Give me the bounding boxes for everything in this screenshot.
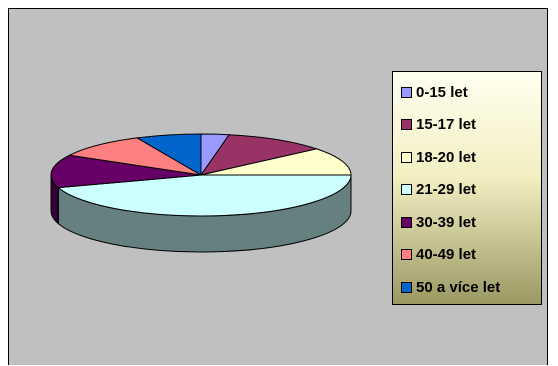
chart-area: 0-15 let 15-17 let 18-20 let 21-29 let 30-39… (8, 8, 548, 365)
legend-item: 40-49 let (401, 245, 476, 265)
legend-swatch (401, 281, 412, 293)
pie-slice-21-29-let (57, 174, 352, 217)
legend-item: 30-39 let (401, 212, 476, 232)
legend-item: 21-29 let (401, 180, 476, 200)
legend: 0-15 let 15-17 let 18-20 let 21-29 let 30-39… (392, 71, 542, 305)
legend-item: 18-20 let (401, 147, 476, 167)
legend-item: 0-15 let (401, 82, 468, 102)
pie-chart (50, 133, 352, 253)
pie-slice-18-20-let (200, 148, 352, 176)
legend-label: 21-29 let (416, 181, 477, 198)
pie-slice-15-17-let (199, 134, 319, 176)
legend-item: 15-17 let (401, 115, 476, 135)
legend-label: 40-49 let (416, 246, 477, 263)
legend-swatch (401, 86, 412, 98)
pie-slice-50-a-v-ce-let (135, 133, 202, 176)
legend-label: 30-39 let (416, 213, 477, 231)
pie-top (50, 133, 352, 217)
legend-swatch (401, 151, 412, 163)
legend-label: 50 a více let (416, 278, 501, 296)
legend-label: 18-20 let (416, 148, 477, 166)
legend-swatch (401, 249, 412, 260)
legend-swatch (401, 119, 412, 130)
legend-swatch (401, 184, 412, 195)
legend-label: 15-17 let (416, 116, 477, 133)
pie-slice-30-39-let (50, 154, 202, 189)
legend-label: 0-15 let (416, 83, 468, 101)
legend-swatch (401, 216, 412, 228)
legend-item: 50 a více let (401, 277, 500, 297)
pie-slice-40-49-let (67, 137, 202, 176)
